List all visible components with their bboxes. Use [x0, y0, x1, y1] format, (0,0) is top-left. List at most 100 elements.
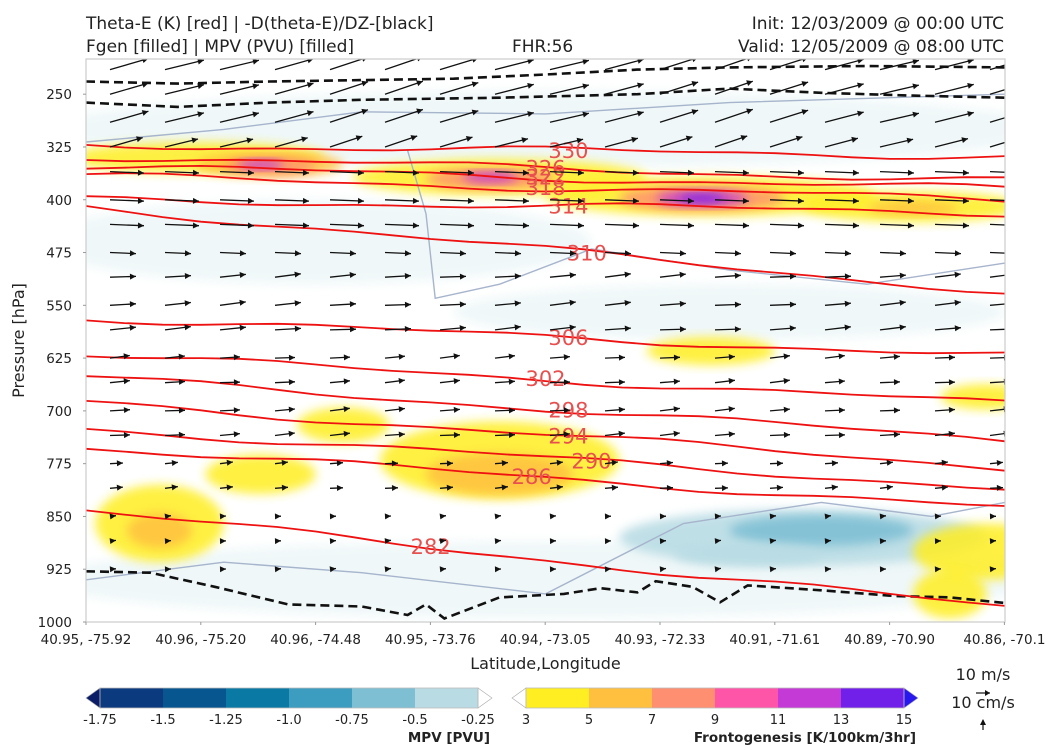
wind-vector-head: [624, 300, 631, 306]
wind-vector-head: [1018, 170, 1024, 176]
header-valid: Valid: 12/05/2009 @ 08:00 UTC: [738, 37, 1004, 57]
wind-vector-head: [416, 80, 423, 87]
wind-vector-head: [164, 538, 171, 545]
y-tick-label: 625: [46, 351, 72, 367]
wind-vector-head: [852, 169, 859, 176]
wind-vector-head: [453, 353, 460, 360]
wind-vector-head: [838, 353, 845, 360]
wind-vector-head: [801, 81, 809, 87]
wind-vector-head: [178, 431, 185, 438]
wind-vector-head: [178, 378, 185, 385]
wind-vector-head: [789, 325, 796, 332]
wind-vector-head: [1018, 223, 1024, 229]
wind-vector-head: [721, 485, 728, 492]
wind-vector-head: [357, 169, 364, 176]
wind-vector: [384, 80, 424, 95]
wind-vector-head: [624, 325, 631, 332]
theta-e-label: 326: [525, 156, 565, 180]
wind-vector: [934, 111, 974, 123]
theta-e-contour: [86, 509, 1005, 607]
stability-contour-layer: [86, 64, 1005, 620]
wind-vector-head: [618, 354, 625, 361]
wind-vector-head: [109, 566, 116, 573]
wind-vector-head: [129, 301, 136, 308]
wind-vector-head: [404, 326, 411, 332]
wind-vector-head: [274, 513, 281, 520]
wind-vector-head: [357, 222, 364, 229]
colorbar-segment: [100, 688, 164, 708]
wind-vector-head: [446, 460, 453, 467]
wind-vector-head: [746, 108, 753, 115]
wind-vector-head: [239, 250, 246, 257]
wind-vector-head: [783, 431, 790, 438]
wind-vector-head: [967, 59, 974, 65]
wind-vector-head: [184, 250, 191, 257]
wind-vector-head: [501, 484, 508, 491]
theta-e-contour: [86, 144, 1005, 160]
wind-vector-head: [453, 432, 460, 438]
fgen-fill-layer: [86, 142, 1005, 619]
wind-vector-head: [349, 326, 356, 333]
wind-vector: [989, 381, 1005, 384]
wind-vector-head: [123, 407, 130, 413]
theta-e-label: 314: [548, 194, 588, 218]
wind-vector-head: [857, 110, 864, 117]
wind-vector-head: [219, 566, 226, 573]
wind-vector-head: [294, 325, 301, 332]
wind-vector-head: [129, 250, 136, 257]
colorbar-frame: [525, 687, 905, 709]
wind-vector-head: [514, 273, 521, 280]
wind-vector-head: [467, 222, 474, 229]
wind-vector-head: [164, 566, 171, 573]
wind-vector: [989, 432, 1005, 437]
wind-vector-head: [691, 81, 699, 87]
wind-vector-head: [343, 378, 350, 385]
wind-vector-head: [714, 566, 721, 573]
colorbar-tick-label: 5: [585, 713, 593, 728]
wind-vector-head: [632, 222, 639, 229]
wind-vector-head: [618, 430, 625, 437]
wind-vector-head: [687, 169, 694, 176]
wind-vector-head: [679, 300, 686, 307]
wind-vector-head: [549, 538, 556, 545]
wind-vector: [329, 81, 369, 95]
wind-vector-head: [679, 250, 686, 257]
wind-vector-head: [934, 538, 941, 545]
fgen-region: [127, 512, 192, 549]
wind-vector: [934, 83, 974, 95]
wind-vector-head: [577, 222, 584, 229]
wind-vector-head: [948, 407, 955, 413]
wind-vector-head: [247, 169, 254, 176]
wind-vector-head: [549, 513, 556, 520]
y-tick-label: 850: [46, 509, 72, 525]
colorbar-segment: [589, 688, 653, 708]
wind-vector: [989, 303, 1005, 306]
wind-vector-head: [637, 82, 644, 89]
wind-vector-head: [137, 169, 144, 176]
wind-vector-head: [886, 484, 893, 491]
wind-vector-head: [582, 59, 589, 65]
wind-vector-head: [962, 169, 969, 176]
wind-vector-head: [329, 538, 336, 545]
wind-vector-head: [288, 406, 295, 413]
wind-vector: [329, 109, 369, 123]
wind-vector-head: [281, 484, 288, 491]
wind-vector: [164, 84, 205, 95]
wind-vector-head: [164, 513, 171, 520]
wind-vector-head: [459, 301, 466, 308]
wind-vector-head: [459, 325, 466, 331]
wind-vector: [274, 110, 314, 123]
wind-vector-head: [355, 135, 363, 142]
wind-vector-head: [604, 538, 611, 545]
colorbar-segment: [289, 688, 353, 708]
wind-vector-head: [109, 538, 116, 544]
wind-vector-head: [129, 324, 136, 331]
wind-vector-head: [742, 222, 749, 229]
wind-vector-head: [783, 406, 790, 413]
wind-vector-head: [1010, 272, 1016, 278]
theta-e-contour: [86, 158, 1005, 181]
wind-vector: [549, 84, 590, 95]
wind-vector-head: [776, 460, 783, 467]
wind-vector: [714, 59, 748, 71]
